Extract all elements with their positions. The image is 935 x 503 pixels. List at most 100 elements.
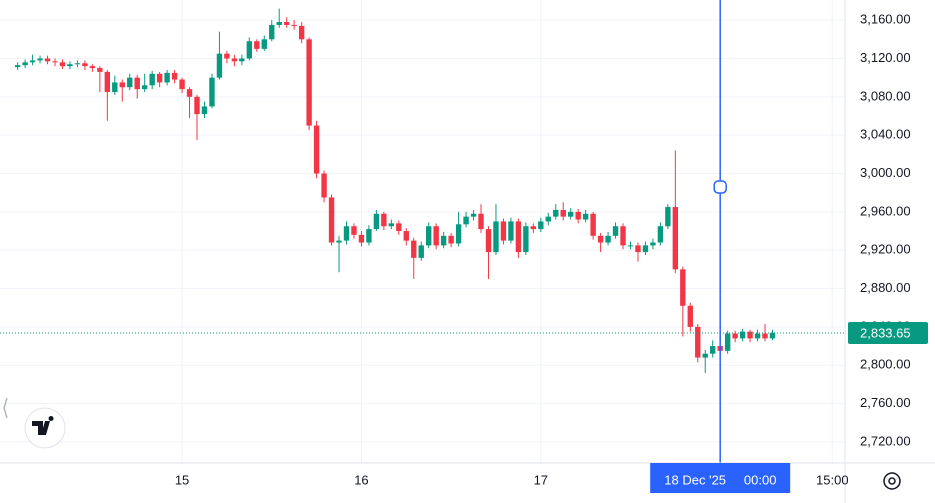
y-tick-label: 3,000.00 <box>860 165 911 180</box>
candle-body <box>710 346 716 354</box>
candle-body <box>687 305 693 327</box>
candle-body <box>485 229 492 253</box>
candle-body <box>553 209 559 217</box>
candle-body <box>14 65 21 68</box>
candle-body <box>261 39 267 49</box>
candle-body <box>680 269 686 306</box>
candle-body <box>612 226 619 236</box>
candle-body <box>433 226 439 246</box>
candle-body <box>358 234 365 243</box>
side-handle[interactable] <box>3 397 8 419</box>
candle-body <box>298 25 305 40</box>
candle-body <box>291 24 297 26</box>
candle-body <box>246 41 253 59</box>
axes: 2,720.002,760.002,800.002,840.002,880.00… <box>175 12 928 493</box>
candle-body <box>171 72 178 80</box>
candle-body <box>530 226 537 230</box>
candle-body <box>112 82 118 93</box>
y-tick-label: 2,760.00 <box>860 395 911 410</box>
y-tick-label: 3,080.00 <box>860 88 911 103</box>
candle-body <box>440 235 447 246</box>
candle-body <box>769 332 776 339</box>
candle-body <box>403 231 409 241</box>
candle-body <box>411 240 417 258</box>
candle-body <box>381 213 387 227</box>
candle-body <box>59 62 66 67</box>
candle-body <box>739 331 746 339</box>
candle-body <box>575 211 581 220</box>
candle-body <box>269 24 275 40</box>
crosshair-date-label: 18 Dec '25 <box>664 472 726 487</box>
settings-button[interactable] <box>883 472 901 490</box>
candle-body <box>239 58 245 62</box>
logo <box>24 407 66 449</box>
candle-body <box>418 245 424 258</box>
candle-body <box>732 333 738 339</box>
candle-body <box>515 221 522 253</box>
candle-body <box>67 64 73 67</box>
candle-body <box>695 326 701 358</box>
candle-body <box>321 173 327 198</box>
y-tick-label: 2,960.00 <box>860 203 911 218</box>
candle-body <box>127 77 133 88</box>
candle-body <box>328 197 335 243</box>
candle-body <box>276 22 282 25</box>
candle-body <box>500 221 507 241</box>
candle-body <box>396 223 402 232</box>
candle-body <box>538 221 544 230</box>
candle-body <box>254 41 260 49</box>
y-tick-label: 3,160.00 <box>860 12 911 27</box>
candle-body <box>642 245 649 253</box>
candle-body <box>747 331 753 339</box>
last-price-label: 2,833.65 <box>860 325 911 340</box>
candle-body <box>156 73 163 83</box>
candle-body <box>754 333 761 339</box>
candle-body <box>366 229 372 243</box>
y-tick-label: 3,120.00 <box>860 50 911 65</box>
candle-body <box>119 82 125 88</box>
candle-body <box>134 77 140 90</box>
crosshair-time-label: 00:00 <box>744 472 777 487</box>
candle-body <box>448 235 454 244</box>
candle-body <box>313 125 320 174</box>
candle-body <box>52 61 58 63</box>
candle-body <box>306 39 312 126</box>
candle-body <box>142 85 148 90</box>
candle-body <box>186 89 193 97</box>
candle-body <box>351 226 357 235</box>
y-tick-label: 2,880.00 <box>860 280 911 295</box>
candle-body <box>478 213 484 230</box>
crosshair-label-box <box>650 463 791 493</box>
last-price-tag <box>848 321 928 344</box>
candle-body <box>545 216 551 222</box>
candle-body <box>650 242 656 246</box>
candle-body <box>231 58 238 62</box>
candle-body <box>29 60 36 63</box>
y-tick-label: 2,800.00 <box>860 357 911 372</box>
candle-body <box>463 216 469 225</box>
candle-body <box>104 71 111 93</box>
x-tick-label: 15:00 <box>816 472 849 487</box>
candle-body <box>560 209 566 217</box>
candle-body <box>657 226 664 243</box>
candle-body <box>470 213 477 217</box>
candle-body <box>284 22 290 25</box>
candle-body <box>179 79 185 90</box>
candle-body <box>149 73 155 86</box>
y-tick-label: 2,920.00 <box>860 242 911 257</box>
candle-body <box>523 226 529 253</box>
candle-body <box>568 211 574 217</box>
candle-body <box>343 226 350 241</box>
candle-body <box>97 68 103 72</box>
candle-body <box>702 353 708 358</box>
candle-body <box>82 63 88 67</box>
candle-body <box>44 58 51 62</box>
candle-body <box>89 66 96 69</box>
candle-body <box>336 240 342 243</box>
candle-body <box>590 213 596 236</box>
candle-body <box>627 245 634 247</box>
candle-body <box>762 333 768 339</box>
candle-body <box>508 221 514 241</box>
